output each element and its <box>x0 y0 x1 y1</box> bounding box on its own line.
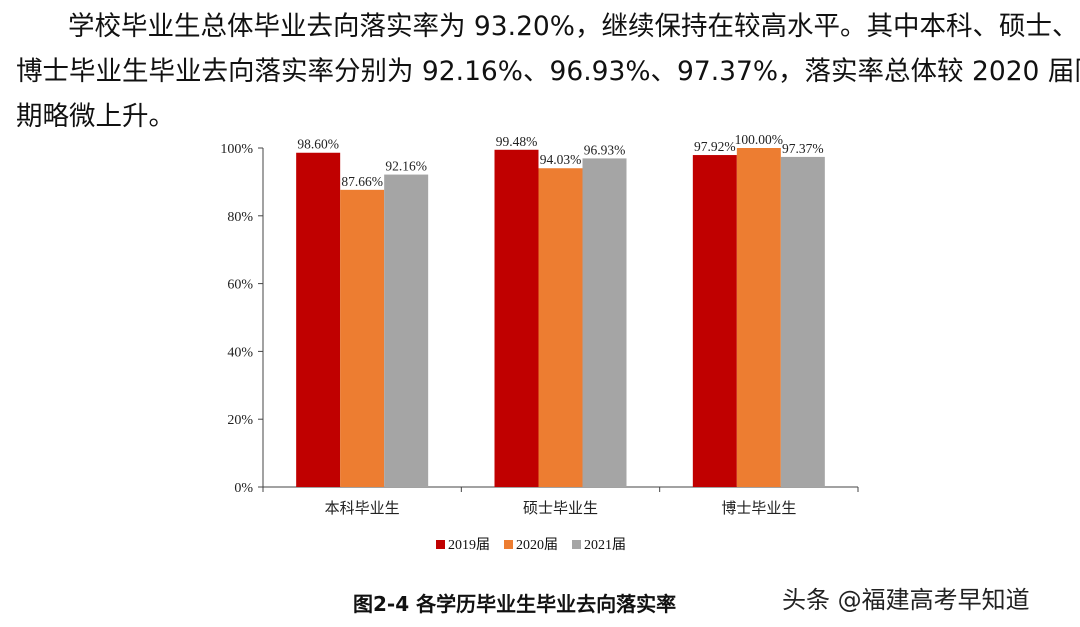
data-label: 98.60% <box>297 137 339 152</box>
category-label: 硕士毕业生 <box>523 499 598 517</box>
legend-label-2021: 2021届 <box>584 538 626 553</box>
bar-2020届-博士毕业生 <box>736 148 781 487</box>
y-tick-label: 100% <box>220 142 253 157</box>
category-label: 本科毕业生 <box>325 499 400 517</box>
bar-2021届-本科毕业生 <box>384 174 429 487</box>
intro-paragraph: 学校毕业生总体毕业去向落实率为 93.20%，继续保持在较高水平。其中本科、硕士… <box>16 4 1080 139</box>
figure-caption: 图2-4 各学历毕业生毕业去向落实率 <box>353 592 677 616</box>
y-tick-label: 0% <box>234 481 253 496</box>
y-tick-label: 80% <box>227 210 253 225</box>
data-label: 92.16% <box>385 159 427 174</box>
bar-2019届-博士毕业生 <box>692 155 737 487</box>
legend-item-2020: 2020届 <box>504 534 558 554</box>
y-tick-label: 60% <box>227 278 253 293</box>
legend-swatch-2019 <box>436 539 445 549</box>
category-label: 博士毕业生 <box>721 499 796 517</box>
bar-2019届-本科毕业生 <box>296 152 341 487</box>
data-label: 99.48% <box>496 134 538 149</box>
legend-swatch-2021 <box>572 539 581 549</box>
paragraph-line-3: 期略微上升。 <box>16 101 175 132</box>
legend-item-2019: 2019届 <box>436 534 490 554</box>
y-tick-label: 20% <box>227 413 253 428</box>
paragraph-line-2: 博士毕业生毕业去向落实率分别为 92.16%、96.93%、97.37%，落实率… <box>16 56 1080 87</box>
bar-2021届-硕士毕业生 <box>582 158 627 488</box>
legend-swatch-2020 <box>504 539 513 549</box>
data-label: 97.37% <box>782 141 824 156</box>
chart-legend: 2019届 2020届 2021届 <box>436 534 626 554</box>
bar-2019届-硕士毕业生 <box>494 149 539 487</box>
paragraph-line-1: 学校毕业生总体毕业去向落实率为 93.20%，继续保持在较高水平。其中本科、硕士… <box>68 11 1079 42</box>
data-label: 94.03% <box>540 152 582 167</box>
bar-2020届-本科毕业生 <box>340 189 385 488</box>
bar-2020届-硕士毕业生 <box>538 168 583 488</box>
y-tick-label: 40% <box>227 345 253 360</box>
watermark: 头条 @福建高考早知道 <box>782 586 1030 614</box>
data-label: 87.66% <box>341 174 383 189</box>
bar-2021届-博士毕业生 <box>780 156 825 487</box>
data-label: 97.92% <box>694 139 736 154</box>
data-label: 100.00% <box>735 132 783 147</box>
legend-label-2020: 2020届 <box>516 538 558 553</box>
legend-label-2019: 2019届 <box>448 538 490 553</box>
data-label: 96.93% <box>584 142 626 157</box>
legend-item-2021: 2021届 <box>572 534 626 554</box>
